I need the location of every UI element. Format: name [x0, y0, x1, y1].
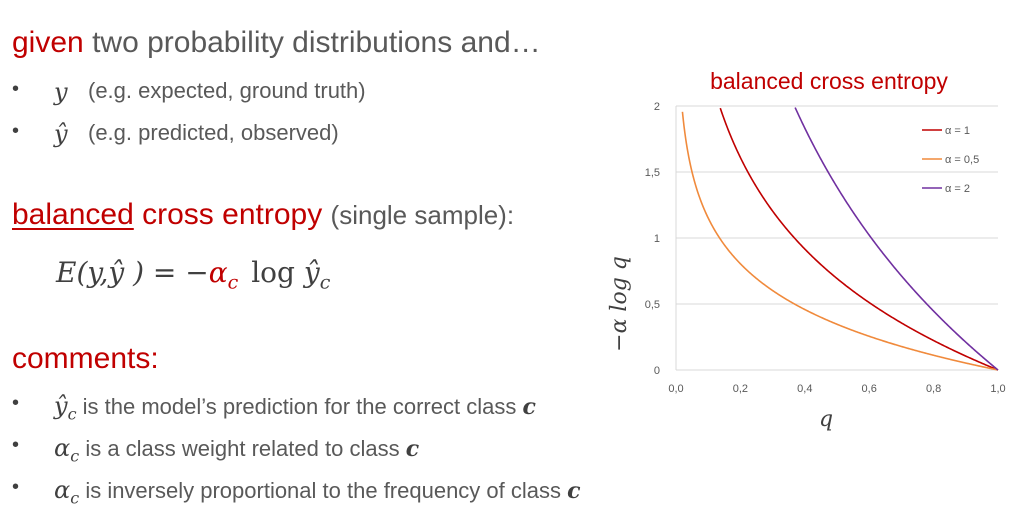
balanced-cross-entropy-chart: balanced cross entropy 00,511,52 0,0 0,2 0…: [607, 68, 1006, 432]
section-suffix: (single sample):: [330, 200, 515, 230]
y-tick-label: 2: [654, 101, 660, 113]
chart-x-label: q: [819, 407, 833, 432]
bullet-dot: •: [12, 78, 20, 100]
formula-alpha: α: [208, 256, 228, 289]
intro-rest: two probability distributions and…: [92, 26, 541, 59]
chart-series: [681, 107, 999, 371]
bullet-dot: •: [12, 476, 20, 498]
bullet-dot: •: [12, 120, 20, 142]
comment-tail: c: [522, 394, 536, 420]
series-line: [719, 107, 999, 371]
comment-symbol-sub: c: [70, 446, 80, 466]
comment-text: is inversely proportional to the frequen…: [85, 478, 561, 503]
y-tick-label: 1,5: [645, 167, 660, 179]
legend-label: α = 1: [945, 125, 970, 137]
bullet-dot: •: [12, 392, 20, 414]
x-tick-label: 0,6: [862, 383, 877, 395]
y-tick-label: 0,5: [645, 299, 660, 311]
formula-yhat-sub: c: [319, 271, 331, 294]
legend-label: α = 2: [945, 183, 970, 195]
formula-lhs: E(y,ŷ ) = −: [56, 256, 209, 289]
intro-item-text: (e.g. predicted, observed): [88, 120, 339, 145]
comment-symbol: α: [54, 434, 71, 462]
intro-item-text: (e.g. expected, ground truth): [88, 78, 366, 103]
x-tick-label: 0,2: [733, 383, 748, 395]
intro-heading: given two probability distributions and…: [12, 26, 541, 60]
chart-y-ticks: 0 0,5 1 1,5 2: [645, 101, 660, 377]
formula-log: log: [251, 256, 295, 289]
section-cross-entropy: cross entropy: [142, 198, 323, 231]
comment-symbol: α: [54, 476, 71, 504]
x-tick-label: 0,8: [926, 383, 941, 395]
symbol-yhat: ŷ: [54, 120, 68, 148]
chart-grid: [675, 105, 998, 371]
legend-label: α = 0,5: [945, 154, 979, 166]
series-line: [681, 111, 999, 371]
comment-tail: c: [405, 436, 420, 462]
y-tick-label: 1: [654, 233, 660, 245]
y-tick-label: 0: [654, 365, 660, 377]
x-tick-label: 0,0: [668, 383, 683, 395]
section-heading: balanced cross entropy (single sample):: [12, 198, 514, 232]
comment-text: is the model’s prediction for the correc…: [82, 394, 517, 419]
chart-title: balanced cross entropy: [710, 68, 948, 94]
x-tick-label: 0,4: [797, 383, 812, 395]
comment-text: is a class weight related to class: [85, 436, 400, 461]
formula-yhat: ŷ: [303, 256, 320, 289]
symbol-y: y: [54, 78, 68, 106]
series-line: [794, 107, 999, 371]
comment-symbol-sub: c: [67, 404, 77, 424]
chart-x-ticks: 0,0 0,2 0,4 0,6 0,8 1,0: [668, 383, 1005, 395]
comment-symbol-sub: c: [70, 488, 80, 508]
comment-tail: c: [567, 478, 581, 504]
intro-given: given: [12, 26, 84, 59]
formula: E(y,ŷ ) = −αc log ŷc: [56, 256, 330, 294]
comments-heading: comments:: [12, 342, 159, 375]
chart-y-label: −α log q: [607, 256, 632, 352]
x-tick-label: 1,0: [990, 383, 1005, 395]
section-balanced: balanced: [12, 198, 134, 231]
formula-alpha-sub: c: [227, 271, 239, 294]
comment-symbol: ŷ: [54, 392, 68, 420]
chart-legend: α = 1 α = 0,5 α = 2: [922, 125, 979, 195]
bullet-dot: •: [12, 434, 20, 456]
